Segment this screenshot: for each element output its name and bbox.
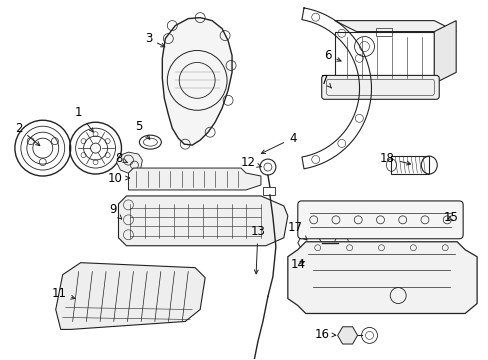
Bar <box>334 32 433 84</box>
FancyBboxPatch shape <box>321 75 438 99</box>
Text: 15: 15 <box>443 211 458 224</box>
FancyBboxPatch shape <box>297 201 462 239</box>
Text: 10: 10 <box>108 171 129 185</box>
Polygon shape <box>337 327 357 344</box>
Text: 1: 1 <box>75 106 93 132</box>
Text: 2: 2 <box>15 122 40 146</box>
Polygon shape <box>128 168 261 190</box>
Text: 11: 11 <box>51 287 75 300</box>
Text: 3: 3 <box>144 32 164 47</box>
Polygon shape <box>56 263 205 329</box>
Bar <box>390 156 428 174</box>
Text: 6: 6 <box>323 49 340 62</box>
Text: 9: 9 <box>108 203 122 219</box>
Bar <box>376 28 392 36</box>
Text: 4: 4 <box>261 132 296 153</box>
Text: 13: 13 <box>250 225 265 274</box>
Text: 17: 17 <box>287 221 306 240</box>
Text: 18: 18 <box>379 152 410 165</box>
Text: 12: 12 <box>240 156 261 168</box>
Text: 14: 14 <box>290 258 305 271</box>
Text: 8: 8 <box>115 152 127 165</box>
Polygon shape <box>287 242 476 314</box>
Text: 16: 16 <box>314 328 335 341</box>
Polygon shape <box>433 21 455 84</box>
Polygon shape <box>116 152 142 174</box>
Polygon shape <box>334 21 455 32</box>
Text: 7: 7 <box>320 74 330 88</box>
Text: 5: 5 <box>135 120 149 139</box>
Bar <box>263 187 274 195</box>
Polygon shape <box>162 18 232 145</box>
Polygon shape <box>118 196 287 246</box>
